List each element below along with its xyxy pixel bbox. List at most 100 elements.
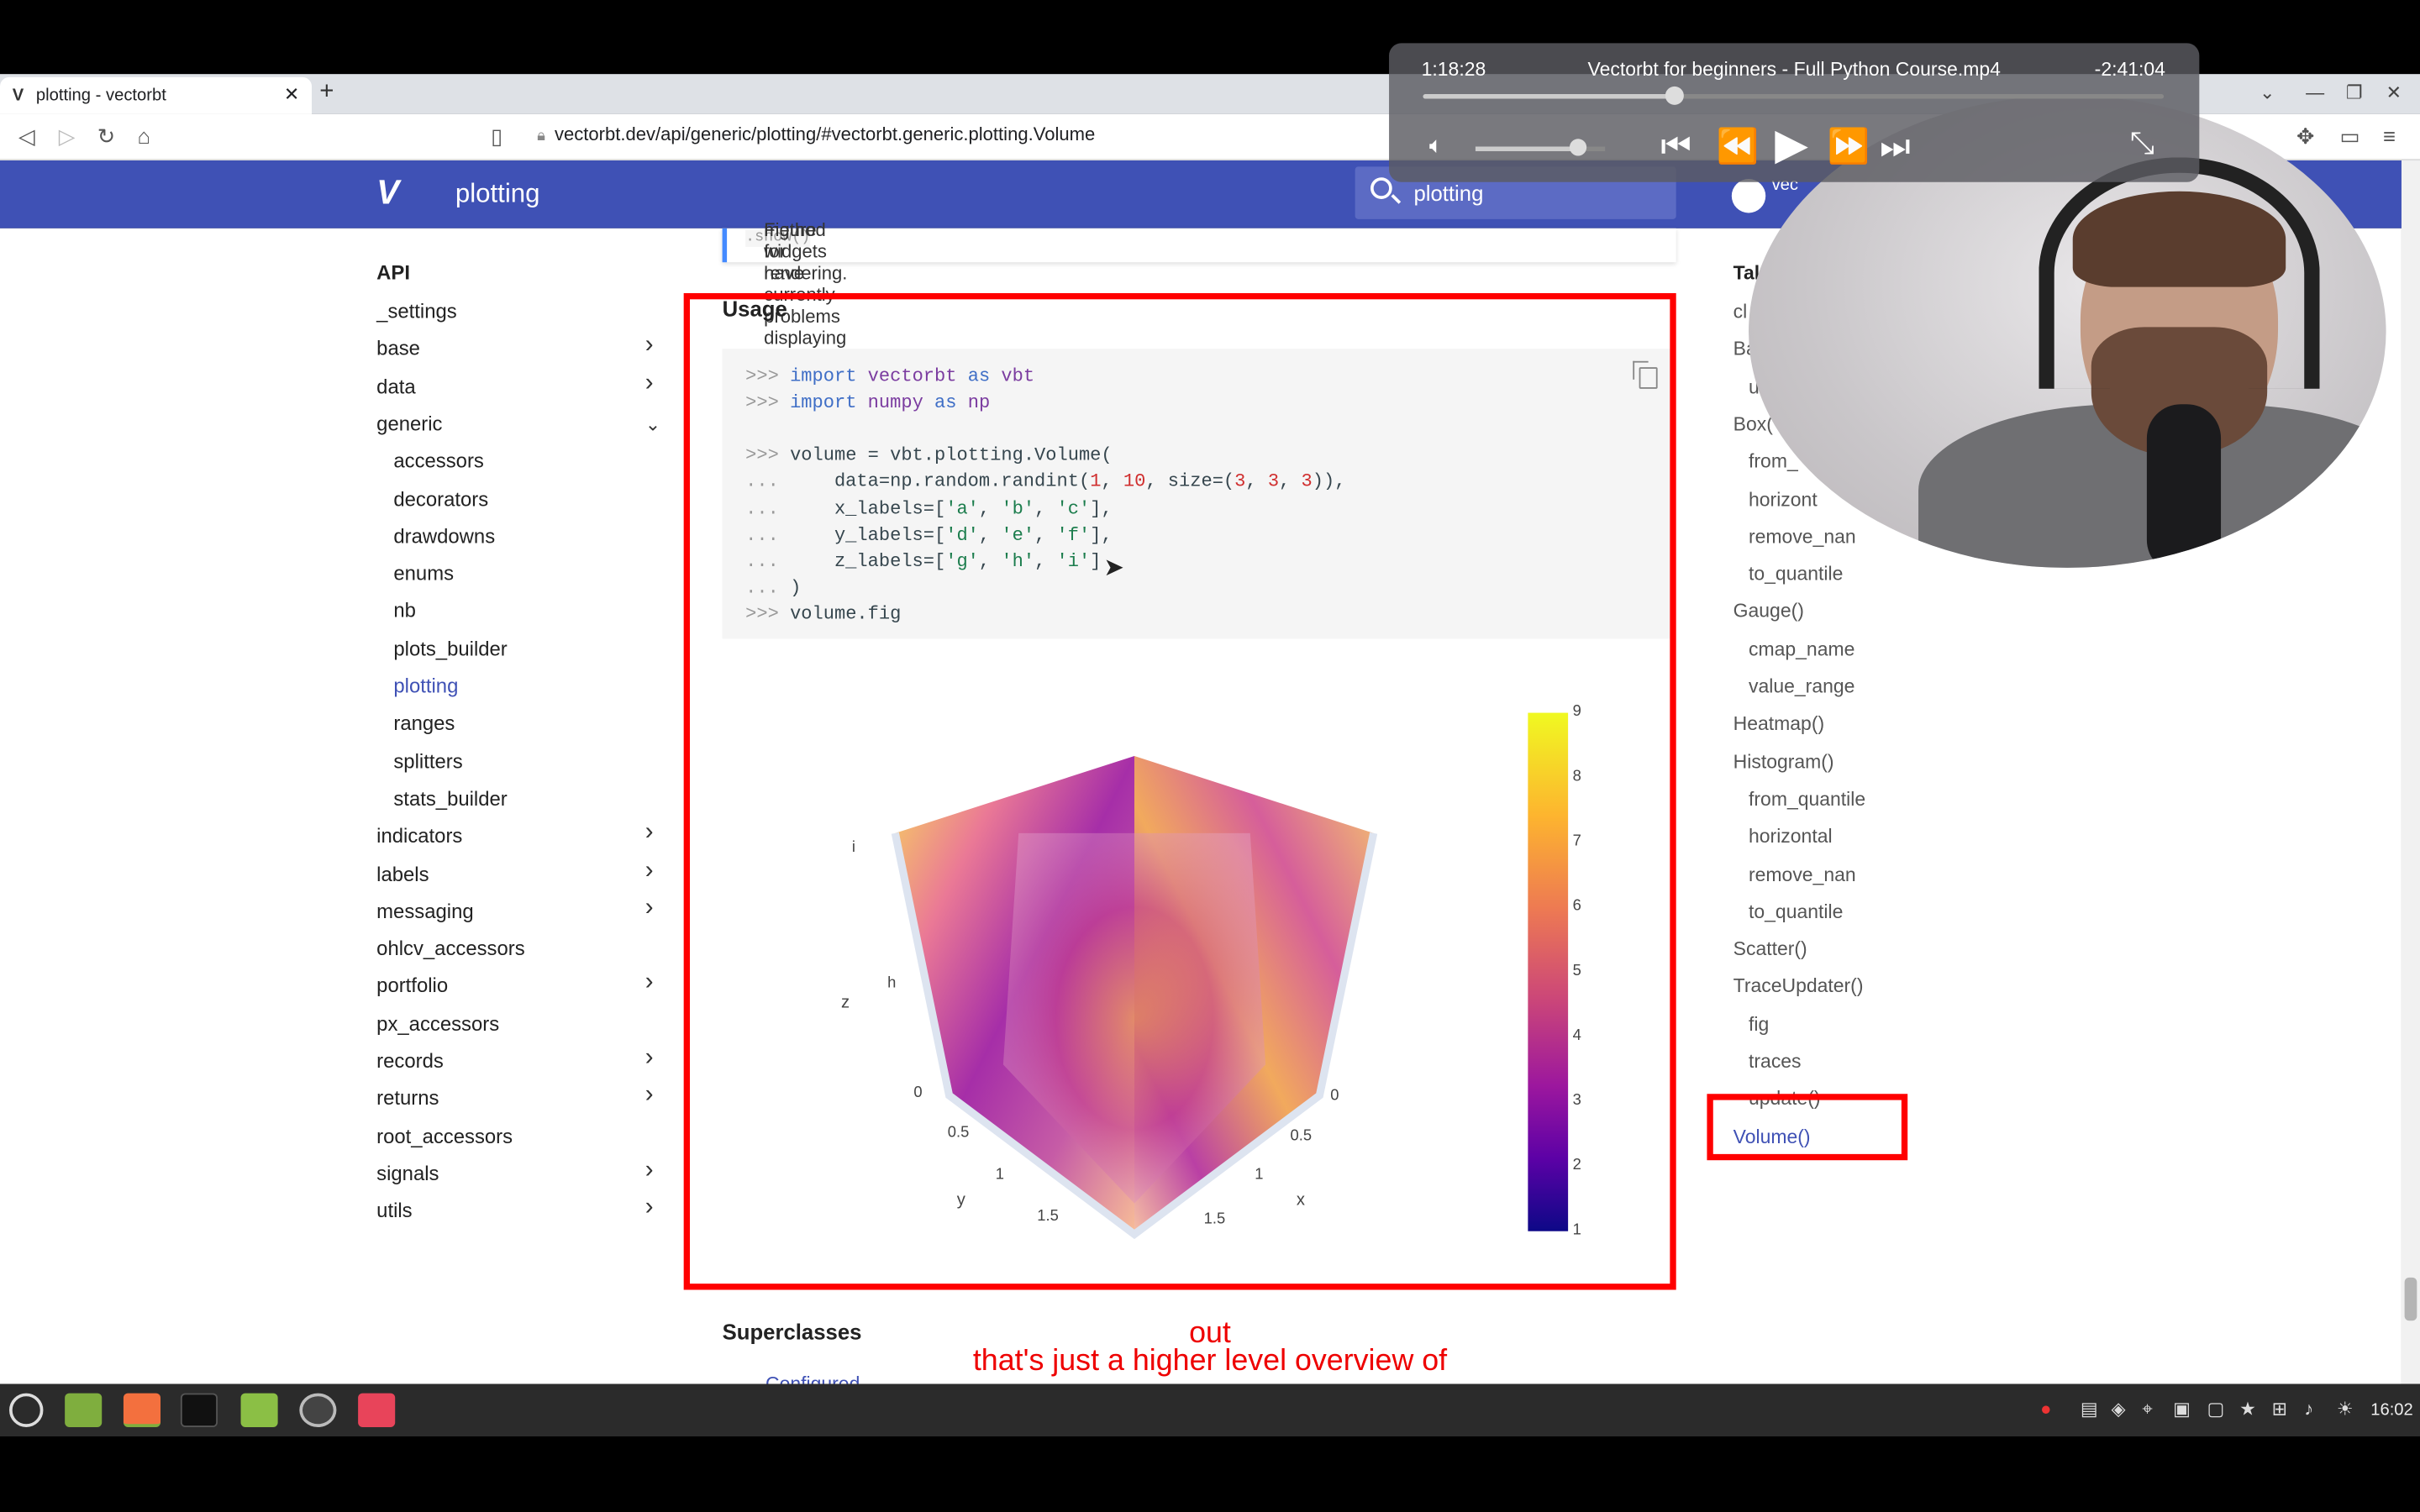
nav-item-plotting[interactable]: plotting xyxy=(393,674,459,698)
bookmark-icon[interactable]: ▯ xyxy=(491,123,503,149)
tab-list-chevron-icon[interactable]: ⌄ xyxy=(2259,81,2275,104)
reload-icon[interactable]: ↻ xyxy=(97,123,116,149)
nav-item-generic[interactable]: generic xyxy=(376,412,443,435)
nav-item-returns[interactable]: returns xyxy=(376,1086,439,1110)
github-icon[interactable] xyxy=(1731,179,1766,213)
nav-item-ranges[interactable]: ranges xyxy=(393,711,455,735)
toc-item[interactable]: horizontal xyxy=(1749,825,1833,848)
new-tab-icon[interactable]: + xyxy=(319,78,334,105)
exit-fullscreen-icon[interactable]: ⤡ xyxy=(2129,126,2154,161)
nav-item-portfolio[interactable]: portfolio xyxy=(376,974,449,998)
clock[interactable]: 16:02 xyxy=(2370,1400,2413,1420)
toc-item[interactable]: Scatter() xyxy=(1733,937,1807,960)
rewind-icon[interactable]: ⏪ xyxy=(1716,126,1758,165)
nav-item-splitters[interactable]: splitters xyxy=(393,748,463,773)
toc-item[interactable]: remove_nan xyxy=(1749,863,1856,885)
chevron-right-icon[interactable]: › xyxy=(644,1044,654,1071)
chevron-right-icon[interactable]: › xyxy=(644,1082,654,1109)
back-icon[interactable]: ◁ xyxy=(18,123,35,149)
volume-handle[interactable] xyxy=(1569,139,1587,156)
close-tab-icon[interactable]: ✕ xyxy=(283,83,300,105)
nav-item-utils[interactable]: utils xyxy=(376,1199,413,1223)
clipboard-icon[interactable]: ▤ xyxy=(2080,1398,2098,1420)
scrollbar-thumb[interactable] xyxy=(2404,1277,2417,1321)
toc-item[interactable]: horizont xyxy=(1749,488,1818,511)
nav-item-enums[interactable]: enums xyxy=(393,561,455,585)
seek-handle[interactable] xyxy=(1665,86,1685,105)
nav-item-stats-builder[interactable]: stats_builder xyxy=(393,786,508,811)
nav-item-root-accessors[interactable]: root_accessors xyxy=(376,1124,513,1147)
copy-icon[interactable] xyxy=(1633,360,1658,389)
home-icon[interactable]: ⌂ xyxy=(137,123,151,149)
minimize-icon[interactable]: — xyxy=(2306,81,2325,104)
skip-forward-icon[interactable]: ⏭ xyxy=(1880,126,1910,165)
menu-icon[interactable]: ≡ xyxy=(2382,123,2396,149)
toc-item[interactable]: Gauge() xyxy=(1733,601,1804,622)
toc-item[interactable]: traces xyxy=(1749,1050,1802,1073)
network-icon[interactable]: ⊞ xyxy=(2271,1398,2288,1420)
skip-back-icon[interactable]: ⏮ xyxy=(1660,126,1691,165)
mint-menu-icon[interactable] xyxy=(9,1393,44,1427)
nav-item-px-accessors[interactable]: px_accessors xyxy=(376,1011,500,1035)
nav-item-decorators[interactable]: decorators xyxy=(393,486,489,511)
toc-item[interactable]: remove_nan xyxy=(1749,525,1856,548)
browser-tab[interactable]: V plotting - vectorbt ✕ xyxy=(0,76,313,114)
nav-item-base[interactable]: base xyxy=(376,336,420,360)
obs-icon[interactable] xyxy=(299,1393,337,1427)
url-field[interactable]: 🔒︎ vectorbt.dev/api/generic/plotting/#vec… xyxy=(537,123,1095,145)
page-scrollbar[interactable] xyxy=(2401,160,2420,1384)
nav-item-signals[interactable]: signals xyxy=(376,1161,439,1185)
brave-browser-icon[interactable] xyxy=(123,1393,161,1427)
forward-icon[interactable]: ▷ xyxy=(58,123,76,149)
printer-icon[interactable]: ▣ xyxy=(2173,1398,2191,1420)
chevron-right-icon[interactable]: › xyxy=(644,819,654,846)
fast-forward-icon[interactable]: ⏩ xyxy=(1827,126,1870,165)
nav-item-messaging[interactable]: messaging xyxy=(376,899,474,922)
toc-item[interactable]: value_range xyxy=(1749,675,1855,698)
chevron-right-icon[interactable]: › xyxy=(644,370,654,396)
restore-icon[interactable]: ❐ xyxy=(2345,81,2363,104)
chevron-right-icon[interactable]: › xyxy=(644,894,654,921)
toc-item[interactable]: Histogram() xyxy=(1733,750,1834,773)
volume-icon[interactable]: 🔈︎ xyxy=(1428,132,1444,160)
toc-item[interactable]: Heatmap() xyxy=(1733,713,1825,735)
vectorbt-logo-icon[interactable]: V xyxy=(376,172,400,212)
shield-icon[interactable]: ◈ xyxy=(2111,1398,2126,1420)
nav-item--settings[interactable]: _settings xyxy=(376,299,457,323)
chevron-right-icon[interactable]: › xyxy=(644,857,654,884)
nav-item-data[interactable]: data xyxy=(376,374,416,398)
window-close-icon[interactable]: ✕ xyxy=(2386,81,2402,104)
image-viewer-icon[interactable] xyxy=(358,1393,396,1427)
toc-item[interactable]: from_quantile xyxy=(1749,788,1866,811)
nav-item-ohlcv-accessors[interactable]: ohlcv_accessors xyxy=(376,937,525,960)
toc-item[interactable]: from_ xyxy=(1749,450,1798,473)
toc-item[interactable]: fig xyxy=(1749,1013,1770,1035)
brightness-icon[interactable]: ☀ xyxy=(2336,1398,2354,1420)
volume-plot[interactable] xyxy=(802,741,1420,1265)
superclass-link[interactable]: Configured xyxy=(765,1373,860,1384)
chevron-right-icon[interactable]: › xyxy=(644,1157,654,1184)
toc-item[interactable]: cmap_name xyxy=(1749,638,1855,660)
nav-item-labels[interactable]: labels xyxy=(376,861,429,885)
extensions-icon[interactable]: ✥ xyxy=(2296,123,2315,149)
chevron-down-icon[interactable]: ⌄ xyxy=(644,413,661,435)
nav-item-accessors[interactable]: accessors xyxy=(393,449,484,473)
sound-icon[interactable]: ♪ xyxy=(2304,1398,2314,1420)
toc-item[interactable]: TraceUpdater() xyxy=(1733,975,1864,998)
terminal-icon[interactable] xyxy=(180,1393,218,1427)
play-icon[interactable]: ▶ xyxy=(1775,120,1807,169)
toc-item[interactable]: to_quantile xyxy=(1749,900,1844,922)
nav-item-nb[interactable]: nb xyxy=(393,599,416,622)
show-desktop-icon[interactable] xyxy=(65,1393,103,1427)
files-icon[interactable] xyxy=(240,1393,278,1427)
nav-item-drawdowns[interactable]: drawdowns xyxy=(393,524,496,548)
toc-item[interactable]: cl xyxy=(1733,301,1748,323)
toc-item[interactable]: to_quantile xyxy=(1749,563,1844,585)
toc-item[interactable]: Volume() xyxy=(1733,1126,1811,1147)
toc-item[interactable]: Box( xyxy=(1733,413,1773,435)
location-icon[interactable]: ⌖ xyxy=(2142,1398,2153,1420)
seek-bar[interactable] xyxy=(1423,94,2165,99)
update-icon[interactable]: ▢ xyxy=(2207,1398,2225,1420)
chevron-right-icon[interactable]: › xyxy=(644,1194,654,1221)
chevron-right-icon[interactable]: › xyxy=(644,332,654,359)
